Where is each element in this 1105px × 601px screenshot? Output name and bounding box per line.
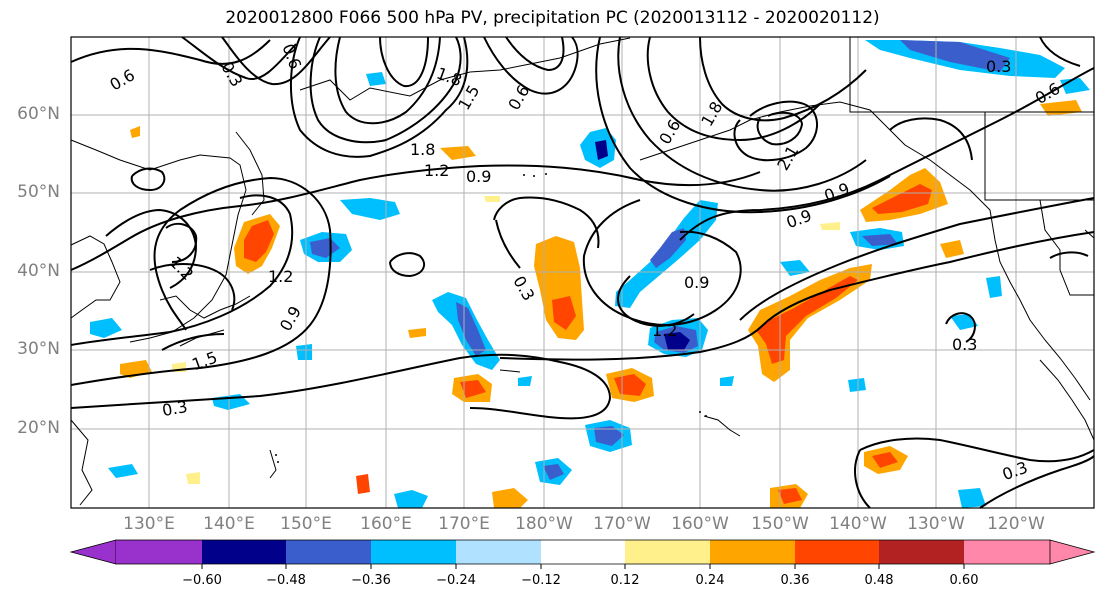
lon-label: 140°W xyxy=(829,514,887,534)
contour-dots xyxy=(275,173,707,463)
colorbar-tick-label: −0.24 xyxy=(436,573,476,588)
contour-label: 1.2 xyxy=(652,321,677,340)
colorbar-tick-label: 0.48 xyxy=(864,573,894,588)
lon-label: 160°W xyxy=(671,514,729,534)
contour-label: 1.2 xyxy=(424,161,449,180)
colorbar-swatch xyxy=(625,540,710,564)
lat-label: 20°N xyxy=(17,418,60,438)
colorbar-swatch xyxy=(879,540,964,564)
lon-label: 120°W xyxy=(987,514,1045,534)
lon-label: 180°W xyxy=(515,514,573,534)
lat-label: 30°N xyxy=(17,339,60,359)
colorbar-tick-label: 0.60 xyxy=(949,573,979,588)
contour-label: 0.9 xyxy=(466,167,491,186)
colorbar-swatch xyxy=(795,540,879,564)
map-title: 2020012800 F066 500 hPa PV, precipitatio… xyxy=(225,8,880,28)
colorbar-swatch xyxy=(371,540,456,564)
colorbar-tick-label: 0.12 xyxy=(610,573,640,588)
gridlines xyxy=(71,37,1094,508)
map-frame xyxy=(70,36,1095,509)
contour-label: 0.3 xyxy=(952,335,977,354)
lon-label: 160°E xyxy=(360,514,412,534)
colorbar-swatch xyxy=(964,540,1050,564)
colorbar-tick-label: −0.60 xyxy=(182,573,222,588)
lon-label: 170°W xyxy=(593,514,651,534)
colorbar-swatch xyxy=(541,540,625,564)
colorbar-tick-label: −0.48 xyxy=(266,573,306,588)
contour-label: 0.3 xyxy=(161,397,189,420)
colorbar-tick-label: −0.12 xyxy=(521,573,561,588)
colorbar-extend-high xyxy=(1049,539,1096,565)
contour-label: 1.8 xyxy=(410,140,435,159)
colorbar-swatch xyxy=(202,540,286,564)
lon-label: 150°W xyxy=(751,514,809,534)
lat-label: 40°N xyxy=(17,261,60,281)
lon-label: 130°W xyxy=(907,514,965,534)
contour-label: 0.3 xyxy=(986,57,1011,76)
colorbar-tick-label: 0.36 xyxy=(780,573,810,588)
lat-label: 50°N xyxy=(17,182,60,202)
colorbar-extend-low xyxy=(69,539,117,565)
colorbar xyxy=(69,539,1096,569)
colorbar-swatch xyxy=(286,540,371,564)
pv-contours xyxy=(70,36,1095,509)
colorbar-swatch xyxy=(456,540,541,564)
lon-label: 150°E xyxy=(280,514,332,534)
colorbar-swatch xyxy=(116,540,202,564)
lon-label: 130°E xyxy=(123,514,175,534)
coastlines xyxy=(70,37,1095,506)
colorbar-tick-label: −0.36 xyxy=(351,573,391,588)
lon-label: 170°E xyxy=(438,514,490,534)
colorbar-swatch xyxy=(710,540,795,564)
colorbar-tick-label: 0.24 xyxy=(695,573,725,588)
contour-label: 0.9 xyxy=(684,273,709,292)
lat-label: 60°N xyxy=(17,104,60,124)
contour-label: 1.2 xyxy=(268,267,293,286)
lon-label: 140°E xyxy=(203,514,255,534)
